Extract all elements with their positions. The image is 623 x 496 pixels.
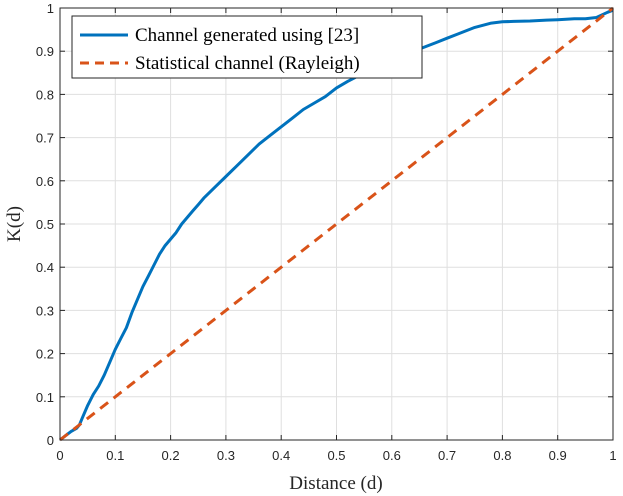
- y-tick-label: 0: [47, 433, 54, 448]
- y-tick-label: 0.4: [36, 260, 54, 275]
- ticks: [59, 7, 614, 441]
- y-tick-label: 0.3: [36, 303, 54, 318]
- x-tick-label: 0.8: [493, 448, 511, 463]
- y-tick-label: 0.1: [36, 390, 54, 405]
- x-axis-label: Distance (d): [289, 473, 382, 494]
- legend-label-statistical: Statistical channel (Rayleigh): [135, 53, 360, 74]
- legend: Channel generated using [23] Statistical…: [71, 15, 423, 79]
- legend-box: [71, 15, 423, 79]
- y-tick-label: 0.2: [36, 347, 54, 362]
- legend-label-channel-generated: Channel generated using [23]: [135, 25, 359, 46]
- y-tick-label: 0.7: [36, 131, 54, 146]
- x-tick-label: 0: [56, 448, 63, 463]
- y-tick-labels: 0 0.1 0.2 0.3 0.4 0.5 0.6 0.7 0.8 0.9 1: [36, 1, 54, 448]
- y-tick-label: 0.8: [36, 87, 54, 102]
- y-tick-label: 1: [47, 1, 54, 16]
- x-tick-label: 0.9: [549, 448, 567, 463]
- x-tick-label: 0.1: [106, 448, 124, 463]
- series-line-channel-generated: [59, 8, 614, 442]
- x-tick-label: 0.6: [383, 448, 401, 463]
- y-tick-label: 0.5: [36, 217, 54, 232]
- y-tick-label: 0.6: [36, 174, 54, 189]
- x-tick-label: 0.7: [438, 448, 456, 463]
- plot-series: [59, 6, 614, 442]
- x-tick-labels: 0 0.1 0.2 0.3 0.4 0.5 0.6 0.7 0.8 0.9 1: [56, 448, 616, 463]
- y-tick-label: 0.9: [36, 44, 54, 59]
- x-tick-label: 1: [609, 448, 616, 463]
- x-tick-label: 0.5: [327, 448, 345, 463]
- x-tick-label: 0.3: [217, 448, 235, 463]
- series-line-statistical-rayleigh: [59, 6, 614, 442]
- y-axis-label: K(d): [4, 206, 25, 242]
- x-tick-label: 0.2: [162, 448, 180, 463]
- x-tick-label: 0.4: [272, 448, 290, 463]
